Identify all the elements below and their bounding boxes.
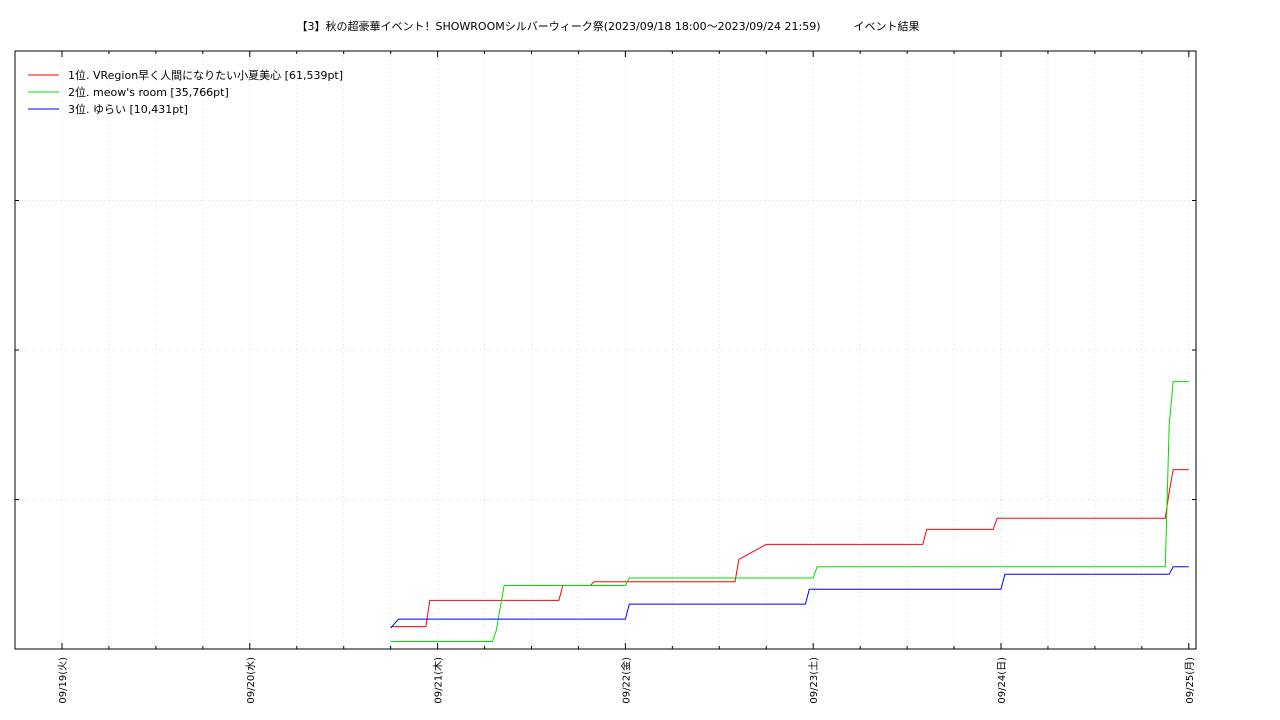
x-tick-label: 09/24(日) bbox=[997, 657, 1008, 704]
x-tick-label: 09/25(月) bbox=[1184, 657, 1196, 704]
series-lines bbox=[390, 381, 1189, 642]
x-tick-label: 09/21(木) bbox=[433, 657, 445, 704]
series-line-3 bbox=[390, 566, 1189, 629]
series-line-2 bbox=[390, 381, 1189, 642]
legend-label-1: 1位. VRegion早く人間になりたい小夏美心 [61,539pt] bbox=[68, 68, 343, 82]
x-tick-label: 09/20(水) bbox=[245, 657, 257, 704]
legend-label-2: 2位. meow's room [35,766pt] bbox=[68, 85, 229, 99]
chart-title: 【3】秋の超豪華イベント！SHOWROOMシルバーウィーク祭(2023/09/1… bbox=[296, 20, 920, 33]
grid bbox=[16, 52, 1195, 648]
x-tick-label: 09/22(金) bbox=[619, 657, 632, 704]
axis-ticks: 09/19(火) 09/20(水) 09/21(木) 09/22(金) 09/23(土)… bbox=[15, 51, 1196, 704]
series-line-1 bbox=[390, 469, 1189, 628]
x-tick-label: 09/19(火) bbox=[57, 657, 69, 704]
legend-label-3: 3位. ゆらい [10,431pt] bbox=[68, 102, 188, 116]
x-tick-label: 09/23(土) bbox=[807, 657, 820, 704]
legend: 1位. VRegion早く人間になりたい小夏美心 [61,539pt] 2位. m… bbox=[28, 68, 343, 116]
